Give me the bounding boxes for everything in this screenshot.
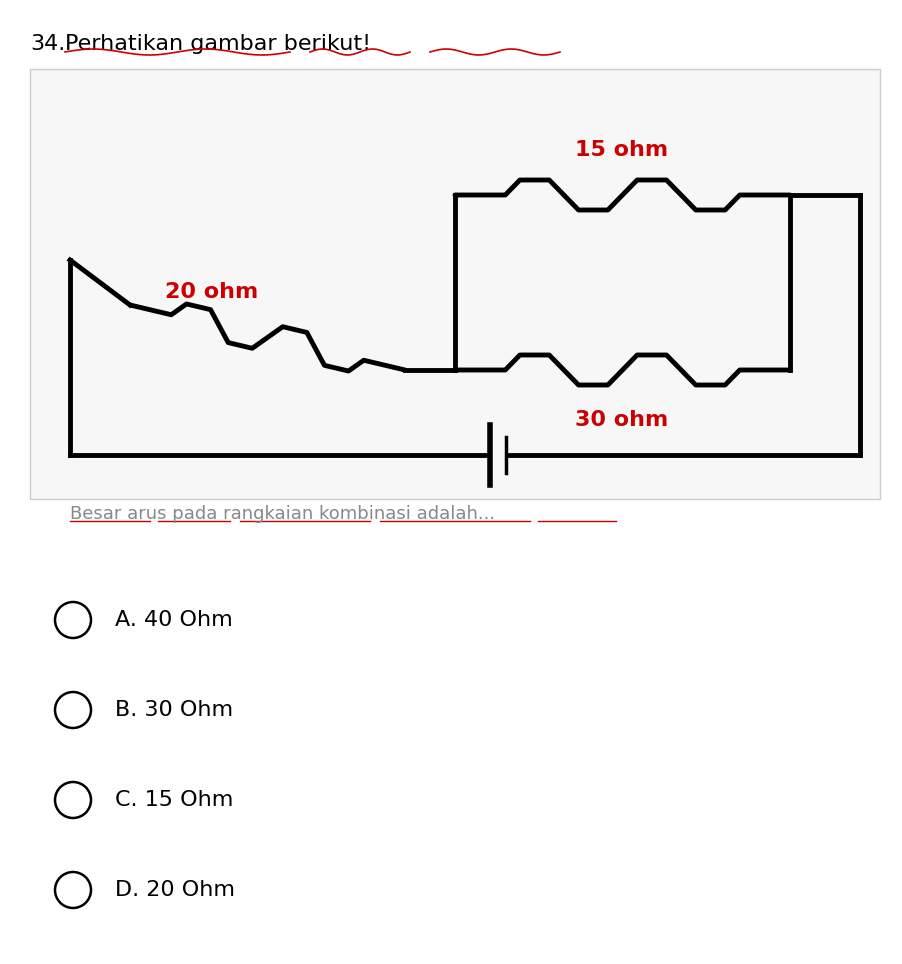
Bar	[30, 69, 879, 499]
Text: A. 40 Ohm: A. 40 Ohm	[115, 610, 233, 630]
Text: D. 20 Ohm: D. 20 Ohm	[115, 880, 235, 900]
Text: 34.: 34.	[30, 34, 65, 54]
Text: Besar arus pada rangkaian kombinasi adalah...: Besar arus pada rangkaian kombinasi adal…	[70, 505, 494, 523]
Text: Perhatikan gambar berikut!: Perhatikan gambar berikut!	[65, 34, 371, 54]
Text: B. 30 Ohm: B. 30 Ohm	[115, 700, 233, 720]
Text: C. 15 Ohm: C. 15 Ohm	[115, 790, 233, 810]
Text: 20 ohm: 20 ohm	[165, 282, 258, 302]
Text: 15 ohm: 15 ohm	[575, 140, 667, 160]
Text: 30 ohm: 30 ohm	[575, 410, 667, 430]
